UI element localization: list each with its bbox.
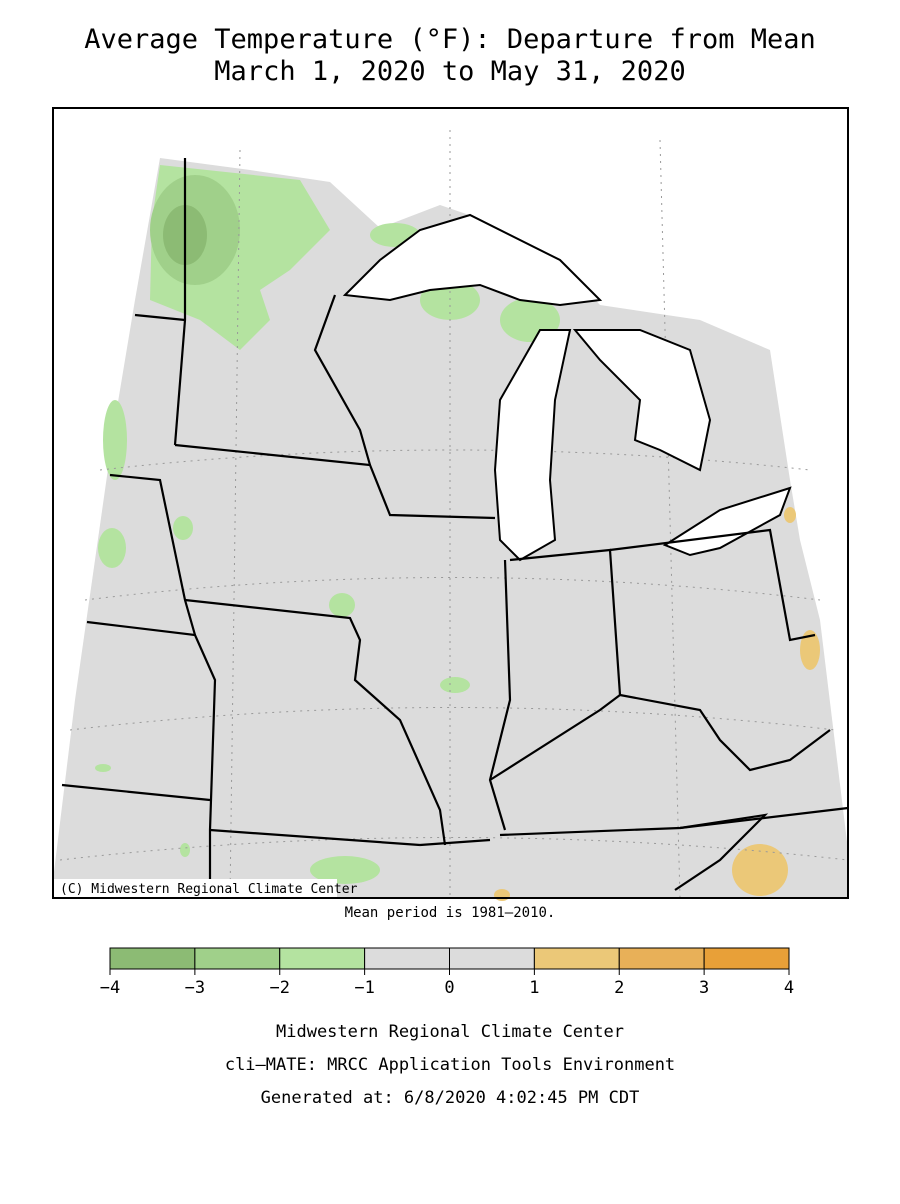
title-line: March 1, 2020 to May 31, 2020 [214, 56, 685, 87]
footer-line: Generated at: 6/8/2020 4:02:45 PM CDT [261, 1088, 640, 1108]
map-frame [52, 107, 849, 899]
positive-anomaly [494, 507, 820, 901]
legend-bin [449, 947, 535, 970]
legend-bin [703, 947, 790, 970]
lakes [342, 213, 792, 562]
copyright-bg [54, 879, 337, 897]
legend-bin [109, 947, 196, 970]
legend-bin [279, 947, 366, 970]
legend-bin [364, 947, 450, 970]
legend: −4 −3 −2 −1 0 1 2 3 4 [100, 947, 794, 998]
footer-line: Midwestern Regional Climate Center [276, 1022, 624, 1042]
legend-bin [618, 947, 705, 970]
legend-tick-label: 3 [699, 978, 709, 998]
legend-tick-label: 1 [529, 978, 539, 998]
legend-tick-label: 2 [614, 978, 624, 998]
legend-tick-label: −1 [354, 978, 374, 998]
legend-tick-label: 0 [444, 978, 454, 998]
copyright: (C) Midwestern Regional Climate Center [60, 882, 358, 897]
mean-period-note: Mean period is 1981–2010. [345, 905, 556, 921]
title-line: Average Temperature (°F): Departure from… [84, 24, 816, 55]
map: (C) Midwestern Regional Climate Center [52, 107, 849, 901]
legend-tick-label: −3 [185, 978, 205, 998]
legend-tick-label: 4 [784, 978, 794, 998]
legend-bin [533, 947, 620, 970]
legend-tick-label: −4 [100, 978, 120, 998]
footer-line: cli–MATE: MRCC Application Tools Environ… [225, 1055, 675, 1075]
legend-bin [194, 947, 281, 970]
legend-tick-label: −2 [270, 978, 290, 998]
state-borders [61, 158, 849, 898]
